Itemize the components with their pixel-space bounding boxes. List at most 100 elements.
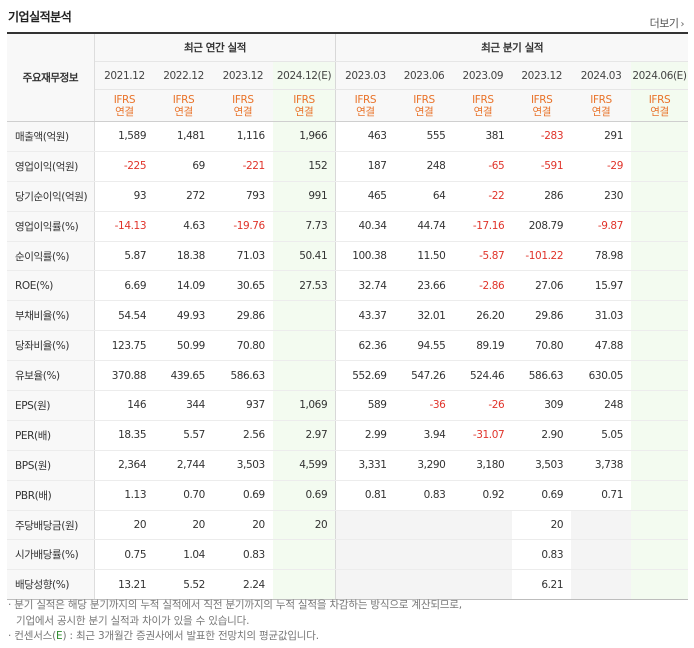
table-cell: 50.99 [154,330,213,362]
table-cell: 49.93 [154,300,213,332]
table-cell: 94.55 [394,330,454,362]
table-cell: 30.65 [212,270,273,302]
ifrs-consolidated: 연결 [174,105,193,118]
table-row: 영업이익(억원) -225 69 -221 152 187 248 -65 -591 -29 [7,151,688,182]
table-cell: 78.98 [571,241,631,272]
ifrs-consolidated: 연결 [115,105,134,118]
more-label: 더보기 [649,17,679,30]
table-cell: 937 [212,390,273,421]
table-cell [335,539,395,571]
note-estimate-mark: E [56,630,63,642]
table-cell: 463 [335,121,395,152]
table-cell [630,330,688,362]
chevron-right-icon: › [680,19,685,30]
table-cell [630,181,688,212]
period-header: 2023.12 [512,61,572,90]
table-cell [453,569,513,601]
period-header: 2023.09 [453,61,513,90]
table-cell [630,151,688,182]
ifrs-label: IFRS 연결 [272,89,336,122]
table-cell: 0.92 [453,480,513,511]
table-cell [630,121,688,152]
row-label: PBR(배) [7,480,95,511]
table-row: 시가배당률(%) 0.75 1.04 0.83 0.83 [7,539,688,571]
table-cell: 991 [272,181,336,212]
table-cell [394,539,454,571]
table-cell [630,210,688,242]
more-link[interactable]: 더보기 › [649,15,685,31]
quarterly-group-header: 최근 분기 실적 [335,32,688,62]
ifrs-consolidated: 연결 [356,105,375,118]
table-cell: 20 [212,509,273,541]
table-cell: 15.97 [571,270,631,302]
table-cell: 1,069 [272,390,336,421]
table-cell [630,241,688,272]
table-cell [453,539,513,571]
table-cell: 123.75 [94,330,155,362]
table-cell: -26 [453,390,513,421]
table-cell: -19.76 [212,210,273,242]
table-cell: 20 [94,509,155,541]
ifrs-standard: IFRS [354,93,377,106]
table-cell: 2,744 [154,450,213,481]
table-cell: 6.21 [512,569,572,601]
ifrs-label: IFRS 연결 [212,89,273,122]
table-cell: 40.34 [335,210,395,242]
ifrs-standard: IFRS [472,93,494,106]
table-cell: 465 [335,181,395,212]
ifrs-standard: IFRS [590,93,612,106]
table-cell [630,300,688,332]
table-cell: 3,290 [394,450,454,481]
table-cell: 32.74 [335,270,395,302]
corner-label: 주요재무정보 [7,32,95,122]
table-cell: 370.88 [94,360,155,392]
table-cell: -283 [512,121,572,152]
table-cell [272,539,336,571]
table-cell: 43.37 [335,300,395,332]
table-cell: 1,116 [212,121,273,152]
table-cell [630,360,688,392]
table-cell: 3,503 [212,450,273,481]
ifrs-standard: IFRS [413,93,435,106]
table-cell: 5.05 [571,420,631,451]
table-cell: 230 [571,181,631,212]
table-cell: 555 [394,121,454,152]
table-cell: 630.05 [571,360,631,392]
ifrs-standard: IFRS [293,93,315,106]
table-cell: 29.86 [512,300,572,332]
table-cell: 344 [154,390,213,421]
table-cell: 2.56 [212,420,273,451]
table-cell [394,509,454,541]
table-cell: 70.80 [212,330,273,362]
table-row: 유보율(%) 370.88 439.65 586.63 552.69 547.26 524.… [7,360,688,392]
table-cell: 309 [512,390,572,421]
table-cell: 64 [394,181,454,212]
ifrs-standard: IFRS [530,93,553,106]
table-cell [630,539,688,571]
table-row: 영업이익률(%) -14.13 4.63 -19.76 7.73 40.34 44.74 -1… [7,210,688,242]
table-cell: 0.71 [571,480,631,511]
table-cell [630,270,688,302]
ifrs-consolidated: 연결 [233,105,253,118]
table-cell: 1.13 [94,480,155,511]
ifrs-label: IFRS 연결 [453,89,513,122]
table-cell: 20 [272,509,336,541]
period-header: 2024.12(E) [272,61,336,90]
row-label: 당기순이익(억원) [7,181,95,212]
table-cell: 18.35 [94,420,155,451]
row-label: EPS(원) [7,390,95,421]
table-cell: 793 [212,181,273,212]
table-cell [394,569,454,601]
table-cell: 586.63 [512,360,572,392]
table-cell: 3,503 [512,450,572,481]
table-cell: 1,589 [94,121,155,152]
table-row: EPS(원) 146 344 937 1,069 589 -36 -26 309 248 [7,390,688,421]
footnotes: · 분기 실적은 해당 분기까지의 누적 실적에서 직전 분기까지의 누적 실적… [8,598,688,645]
table-cell: 524.46 [453,360,513,392]
table-cell: 0.81 [335,480,395,511]
table-cell: 4,599 [272,450,336,481]
table-cell [335,509,395,541]
table-cell [272,330,336,362]
table-cell: 1,966 [272,121,336,152]
table-cell: 291 [571,121,631,152]
